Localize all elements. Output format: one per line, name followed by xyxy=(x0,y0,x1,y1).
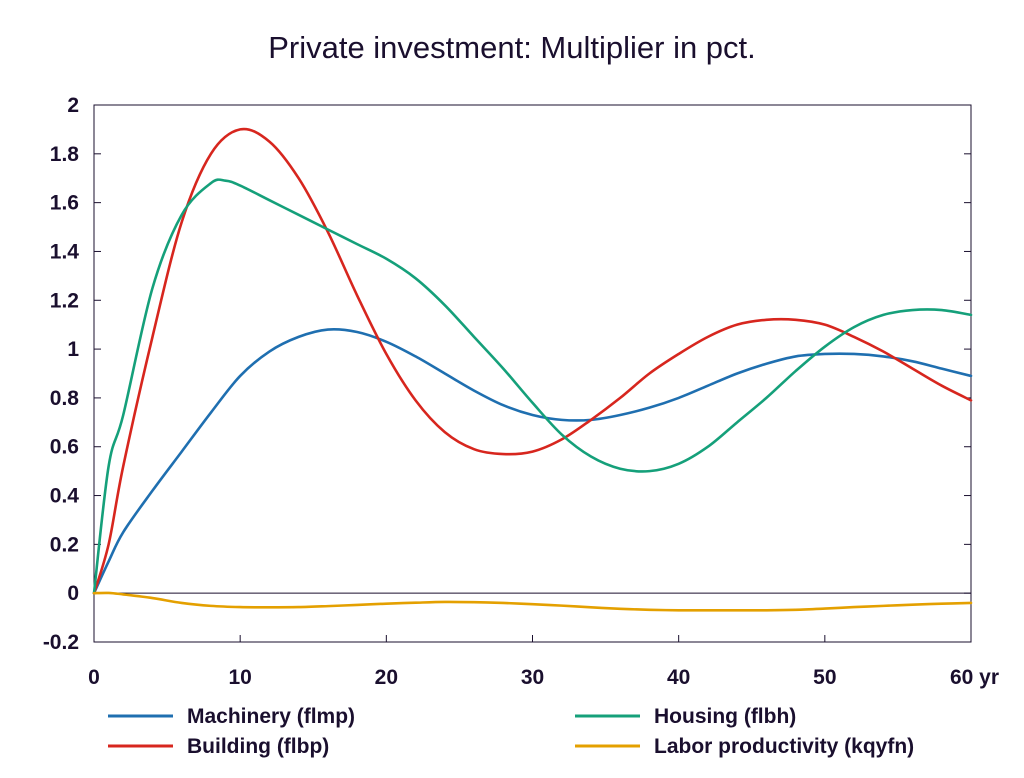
y-tick-label: 1.2 xyxy=(50,289,79,312)
y-tick-label: 0 xyxy=(67,582,79,605)
y-tick-label: 0.8 xyxy=(50,387,80,410)
y-tick-label: 0.6 xyxy=(50,436,79,459)
x-tick-label: 60 yr xyxy=(950,666,999,689)
y-tick-label: 1.8 xyxy=(50,143,80,166)
y-tick-label: 1 xyxy=(67,338,79,361)
x-tick-label: 10 xyxy=(228,666,251,689)
x-tick-label: 40 xyxy=(667,666,690,689)
legend-label-building: Building (flbp) xyxy=(187,735,329,758)
legend-label-labor-productivity: Labor productivity (kqyfn) xyxy=(654,735,914,758)
x-tick-label: 20 xyxy=(375,666,398,689)
x-tick-label: 30 xyxy=(521,666,544,689)
series-line-building xyxy=(92,127,973,595)
y-tick-label: 2 xyxy=(67,94,79,117)
y-tick-label: 0.2 xyxy=(50,533,79,556)
x-tick-label: 0 xyxy=(88,666,100,689)
y-tick-label: -0.2 xyxy=(43,631,79,654)
legend: Machinery (flmp) Building (flbp) Housing (… xyxy=(108,705,914,758)
y-tick-label: 1.4 xyxy=(50,240,80,263)
legend-label-machinery: Machinery (flmp) xyxy=(187,705,355,728)
y-tick-label: 1.6 xyxy=(50,192,79,215)
series-lines xyxy=(92,127,973,612)
x-tick-label: 50 xyxy=(813,666,836,689)
chart-title: Private investment: Multiplier in pct. xyxy=(268,30,756,65)
axes: -0.200.20.40.60.811.21.41.61.820 10 20 30 40… xyxy=(43,94,999,689)
plot-frame xyxy=(93,104,972,643)
legend-label-housing: Housing (flbh) xyxy=(654,705,796,728)
y-tick-label: 0.4 xyxy=(50,485,80,508)
series-line-labor-productivity xyxy=(92,591,973,612)
series-line-machinery xyxy=(92,328,973,595)
series-line-housing xyxy=(92,178,973,595)
